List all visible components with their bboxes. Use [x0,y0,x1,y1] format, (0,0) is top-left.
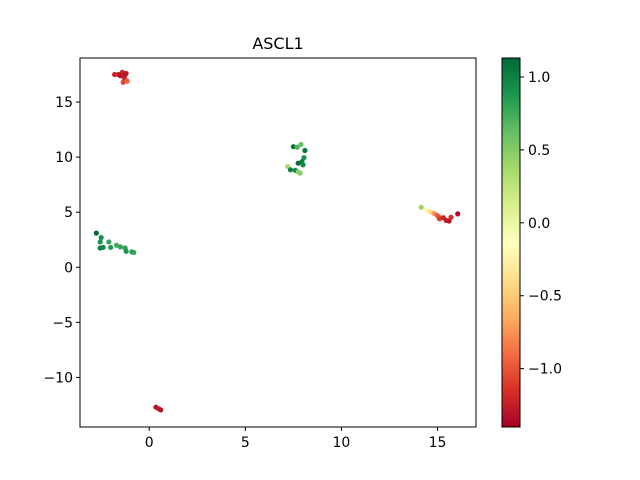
data-point [301,155,307,161]
colorbar-tick-label: −0.5 [528,289,562,305]
data-point [455,211,461,217]
data-point [117,244,123,250]
data-point [294,144,300,150]
data-point [418,204,424,210]
data-point [297,170,303,176]
y-tick-label: 15 [55,95,73,111]
x-tick-label: 10 [333,435,351,451]
x-tick-label: 0 [145,435,154,451]
y-tick-label: 10 [55,150,73,166]
data-point [117,73,123,79]
colorbar-tick-label: 0.5 [528,143,550,159]
points-layer [93,69,461,413]
x-tick-label: 15 [429,435,447,451]
x-axis: 0 5 10 15 [145,427,447,451]
y-tick-label: 5 [64,205,73,221]
data-point [93,230,99,236]
colorbar-tick-label: 1.0 [528,70,550,86]
colorbar-tick-label: −1.0 [528,362,562,378]
data-point [300,162,306,168]
data-point [446,218,452,224]
y-tick-label: 0 [64,260,73,276]
plot-frame [79,57,477,428]
x-tick-label: 5 [241,435,250,451]
data-point [290,144,296,150]
data-point [131,249,137,256]
data-point [112,71,118,78]
data-point [448,214,454,220]
data-point [298,141,304,148]
data-point [302,147,308,154]
y-tick-label: −5 [52,315,73,331]
data-point [158,407,164,413]
y-tick-label: −10 [43,370,73,386]
data-point [122,71,128,78]
colorbar-axis: 1.0 0.5 0.0 −0.5 −1.0 [520,70,562,378]
colorbar [501,57,521,428]
y-axis: −10 −5 0 5 10 15 [43,95,80,386]
colorbar-tick-label: 0.0 [528,216,550,232]
data-point [97,245,103,251]
data-point [287,167,294,173]
data-point [123,248,129,254]
data-point [106,239,112,245]
chart-title: ASCL1 [252,34,303,53]
data-point [98,234,104,241]
data-point [97,239,103,245]
data-point [124,78,130,84]
data-point [108,244,114,251]
data-point [295,160,301,166]
